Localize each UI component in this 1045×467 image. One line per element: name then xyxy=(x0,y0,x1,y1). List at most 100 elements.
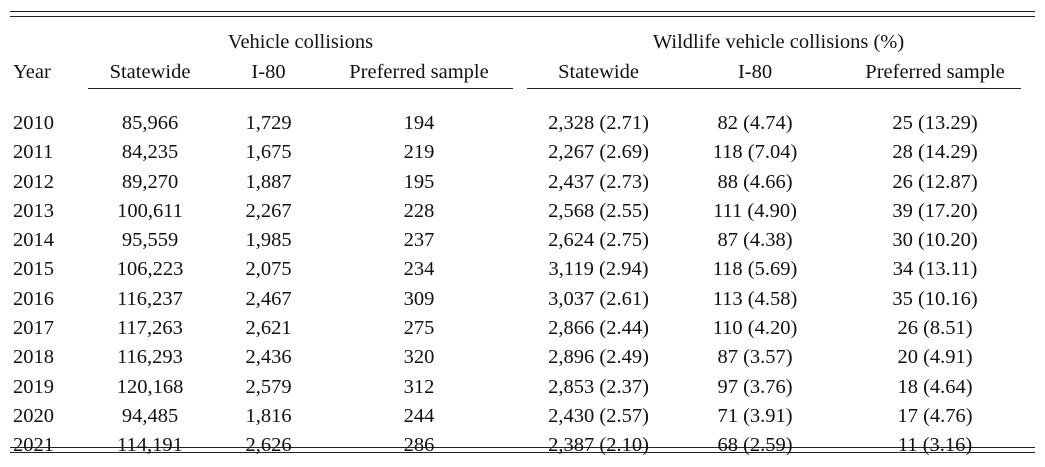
table-cell: 26 (8.51) xyxy=(897,317,973,340)
table-cell: 2012 xyxy=(13,170,54,193)
table-cell: 194 xyxy=(403,112,435,134)
column-header: Statewide xyxy=(109,61,191,84)
wildlife-cmidrule xyxy=(527,88,1021,90)
table-cell: 3,119 (2.94) xyxy=(548,258,649,281)
table-cell: 234 xyxy=(403,258,435,281)
table-cell: 320 xyxy=(403,346,435,369)
table-cell: 25 (13.29) xyxy=(892,112,978,134)
table-row: 2017 117,263 2,621 275 2,866 (2.44) 110 (4.20… xyxy=(0,314,1030,343)
table-row: 2019 120,168 2,579 312 2,853 (2.37) 97 (3.76)… xyxy=(0,373,1030,402)
table-cell: 2,866 (2.44) xyxy=(548,317,649,340)
table-cell: 237 xyxy=(403,229,435,252)
top-rule xyxy=(10,11,1035,13)
table-cell: 97 (3.76) xyxy=(717,375,793,398)
group-header-vehicle: Vehicle collisions xyxy=(227,31,374,54)
table-row: 2018 116,293 2,436 320 2,896 (2.49) 87 (3.57)… xyxy=(0,343,1030,372)
table-cell: 2,430 (2.57) xyxy=(548,404,649,427)
table-cell: 2,896 (2.49) xyxy=(548,346,649,369)
table-cell: 71 (3.91) xyxy=(717,404,793,427)
table-cell: 2018 xyxy=(13,346,54,369)
table-cell: 84,235 xyxy=(121,141,179,164)
table-cell: 2,624 (2.75) xyxy=(548,229,649,252)
table-cell: 1,816 xyxy=(245,404,292,427)
table-cell: 116,237 xyxy=(117,287,183,310)
table-cell: 312 xyxy=(403,375,435,398)
column-header: I-80 xyxy=(737,61,773,84)
group-header-wildlife: Wildlife vehicle collisions (%) xyxy=(652,31,905,54)
table-cell: 82 (4.74) xyxy=(717,112,793,134)
table-cell: 95,559 xyxy=(121,229,179,252)
table-cell: 2,467 xyxy=(245,287,292,310)
table-cell: 2,621 xyxy=(245,317,292,340)
table-row: 2015 106,223 2,075 234 3,119 (2.94) 118 (5.69… xyxy=(0,255,1030,284)
table-cell: 2,328 (2.71) xyxy=(548,112,649,134)
table-cell: 2,579 xyxy=(245,375,292,398)
table-cell: 2,626 xyxy=(245,434,292,457)
table-cell: 2020 xyxy=(13,404,54,427)
table-cell: 34 (13.11) xyxy=(892,258,978,281)
table-cell: 28 (14.29) xyxy=(892,141,978,164)
column-header: Year xyxy=(13,61,51,84)
table-cell: 117,263 xyxy=(117,317,183,340)
table-cell: 244 xyxy=(403,404,435,427)
collisions-table: Vehicle collisions Wildlife vehicle coll… xyxy=(0,28,1030,461)
table-cell: 11 (3.16) xyxy=(897,434,973,457)
table-row: 2012 89,270 1,887 195 2,437 (2.73) 88 (4.66) 2… xyxy=(0,168,1030,197)
table-cell: 3,037 (2.61) xyxy=(548,287,649,310)
table-cell: 2,075 xyxy=(245,258,292,281)
table-cell: 88 (4.66) xyxy=(717,170,793,193)
vehicle-cmidrule xyxy=(88,88,513,90)
table-cell: 106,223 xyxy=(116,258,184,281)
table-cell: 68 (2.59) xyxy=(717,434,793,457)
table-cell: 118 (5.69) xyxy=(712,258,798,281)
table-cell: 2021 xyxy=(13,434,54,457)
table-cell: 18 (4.64) xyxy=(897,375,973,398)
table-cell: 2,387 (2.10) xyxy=(548,434,649,457)
column-header: Statewide xyxy=(558,61,639,84)
table-cell: 89,270 xyxy=(121,170,179,193)
table-cell: 2014 xyxy=(13,229,54,252)
table-cell: 2013 xyxy=(13,199,54,222)
table-cell: 2,437 (2.73) xyxy=(548,170,649,193)
table-cell: 17 (4.76) xyxy=(897,404,973,427)
table-cell: 94,485 xyxy=(121,404,179,427)
table-cell: 309 xyxy=(403,287,435,310)
table-cell: 219 xyxy=(403,141,435,164)
column-header-row: Year Statewide I-80 Preferred sample Sta… xyxy=(0,58,1030,88)
table-cell: 120,168 xyxy=(116,375,184,398)
table-cell: 286 xyxy=(403,434,435,457)
table-row: 2013 100,611 2,267 228 2,568 (2.55) 111 (4.90… xyxy=(0,197,1030,226)
table-row: 2011 84,235 1,675 219 2,267 (2.69) 118 (7.04)… xyxy=(0,138,1030,167)
table-row: 2021 114,191 2,626 286 2,387 (2.10) 68 (2.59)… xyxy=(0,431,1030,460)
table-cell: 1,675 xyxy=(245,141,292,164)
table-cell: 85,966 xyxy=(121,112,179,134)
table-cell: 113 (4.58) xyxy=(712,287,798,310)
table-cell: 35 (10.16) xyxy=(892,287,978,310)
table-row: 2014 95,559 1,985 237 2,624 (2.75) 87 (4.38) 3… xyxy=(0,226,1030,255)
group-header-row: Vehicle collisions Wildlife vehicle coll… xyxy=(0,28,1030,58)
column-header: Preferred sample xyxy=(865,61,1005,84)
table-row: 2016 116,237 2,467 309 3,037 (2.61) 113 (4.58… xyxy=(0,285,1030,314)
bottom-rule-2 xyxy=(10,452,1035,454)
table-cell: 87 (3.57) xyxy=(717,346,793,369)
table-cell: 2,267 xyxy=(245,199,292,222)
table-cell: 2015 xyxy=(13,258,54,281)
table-cell: 110 (4.20) xyxy=(712,317,798,340)
table-cell: 2016 xyxy=(13,287,54,310)
table-cell: 100,611 xyxy=(117,199,183,222)
table-cell: 2,267 (2.69) xyxy=(548,141,649,164)
table-cell: 26 (12.87) xyxy=(892,170,978,193)
table-cell: 30 (10.20) xyxy=(892,229,978,252)
column-header: Preferred sample xyxy=(349,61,489,84)
table-cell: 1,985 xyxy=(245,229,292,252)
table-cell: 111 (4.90) xyxy=(713,199,797,222)
table-cell: 39 (17.20) xyxy=(892,199,978,222)
table-cell: 1,729 xyxy=(245,112,292,134)
table-cell: 2019 xyxy=(13,375,54,398)
table-cell: 275 xyxy=(403,317,435,340)
table-cell: 2011 xyxy=(13,141,54,164)
column-header: I-80 xyxy=(251,61,286,84)
table-cell: 116,293 xyxy=(117,346,183,369)
table-cell: 87 (4.38) xyxy=(717,229,793,252)
table-cell: 2,853 (2.37) xyxy=(548,375,649,398)
